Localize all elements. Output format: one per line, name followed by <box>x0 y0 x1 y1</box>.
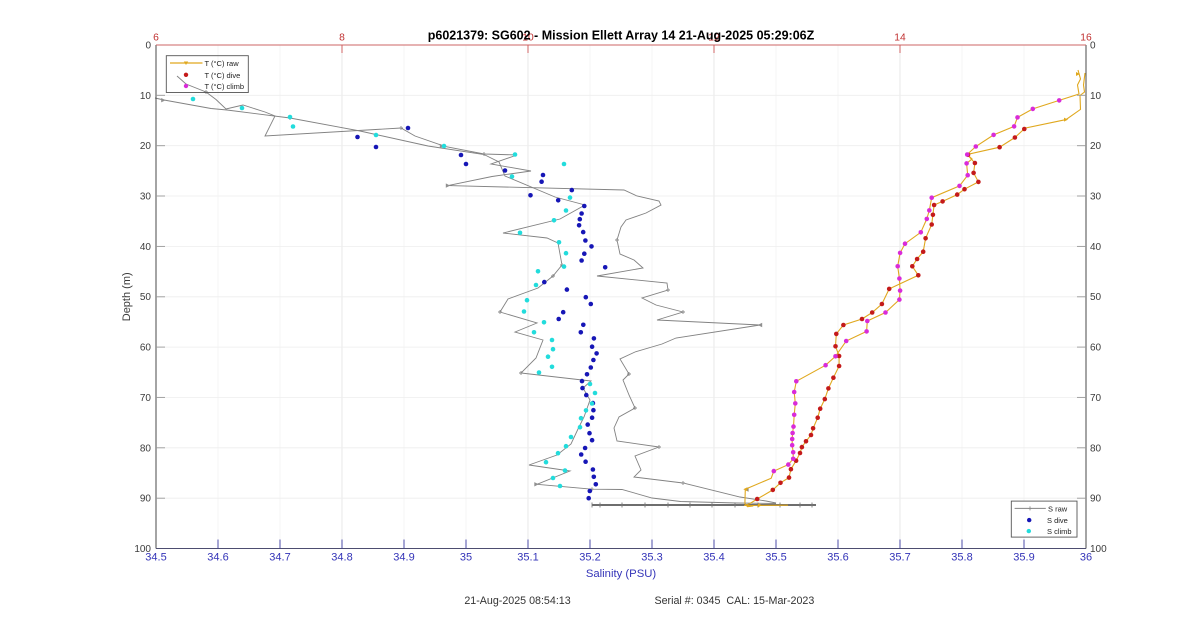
svg-text:0: 0 <box>1090 41 1096 52</box>
svg-text:35.5: 35.5 <box>765 552 786 564</box>
svg-text:70: 70 <box>140 393 152 404</box>
svg-text:34.8: 34.8 <box>331 552 352 564</box>
svg-text:50: 50 <box>140 292 152 303</box>
svg-text:20: 20 <box>1090 141 1102 152</box>
svg-text:34.7: 34.7 <box>269 552 290 564</box>
svg-text:40: 40 <box>140 242 152 253</box>
svg-text:40: 40 <box>1090 242 1102 253</box>
svg-text:16: 16 <box>1080 33 1092 44</box>
svg-text:35: 35 <box>460 552 472 564</box>
svg-text:34.6: 34.6 <box>207 552 228 564</box>
svg-text:35.4: 35.4 <box>703 552 724 564</box>
svg-text:0: 0 <box>145 41 151 52</box>
svg-text:14: 14 <box>894 33 906 44</box>
svg-text:T (°C) climb: T (°C) climb <box>205 82 245 91</box>
svg-text:35.2: 35.2 <box>579 552 600 564</box>
svg-text:35.8: 35.8 <box>951 552 972 564</box>
svg-text:100: 100 <box>1090 544 1107 555</box>
svg-text:12: 12 <box>708 33 720 44</box>
svg-text:60: 60 <box>140 343 152 354</box>
svg-text:35.6: 35.6 <box>827 552 848 564</box>
svg-text:36: 36 <box>1080 552 1092 564</box>
svg-text:70: 70 <box>1090 393 1102 404</box>
svg-text:35.1: 35.1 <box>517 552 538 564</box>
svg-text:30: 30 <box>140 192 152 203</box>
svg-text:80: 80 <box>1090 443 1102 454</box>
svg-text:8: 8 <box>339 33 345 44</box>
svg-text:90: 90 <box>140 494 152 505</box>
svg-text:10: 10 <box>140 91 152 102</box>
svg-text:30: 30 <box>1090 192 1102 203</box>
svg-text:34.5: 34.5 <box>145 552 166 564</box>
svg-text:90: 90 <box>1090 494 1102 505</box>
svg-text:100: 100 <box>134 544 151 555</box>
svg-text:34.9: 34.9 <box>393 552 414 564</box>
svg-text:Serial #: 0345 CAL: 15-Mar-20: Serial #: 0345 CAL: 15-Mar-2023 <box>654 595 814 607</box>
svg-text:10: 10 <box>1090 91 1102 102</box>
svg-text:80: 80 <box>140 443 152 454</box>
svg-text:10: 10 <box>522 33 534 44</box>
svg-text:Depth (m): Depth (m) <box>121 272 133 321</box>
svg-text:21-Aug-2025 08:54:13: 21-Aug-2025 08:54:13 <box>464 595 570 607</box>
svg-text:T (°C) raw: T (°C) raw <box>205 59 240 68</box>
svg-text:S raw: S raw <box>1048 504 1068 513</box>
svg-text:S dive: S dive <box>1047 516 1068 525</box>
svg-text:20: 20 <box>140 141 152 152</box>
svg-text:35.3: 35.3 <box>641 552 662 564</box>
svg-text:6: 6 <box>153 33 159 44</box>
svg-text:Salinity (PSU): Salinity (PSU) <box>586 568 657 580</box>
svg-text:35.9: 35.9 <box>1013 552 1034 564</box>
svg-text:p6021379: SG602 - Mission Elle: p6021379: SG602 - Mission Ellett Array 1… <box>428 29 815 43</box>
svg-text:50: 50 <box>1090 292 1102 303</box>
svg-text:T (°C) dive: T (°C) dive <box>205 71 241 80</box>
svg-text:35.7: 35.7 <box>889 552 910 564</box>
svg-text:60: 60 <box>1090 343 1102 354</box>
svg-text:S climb: S climb <box>1047 527 1072 536</box>
